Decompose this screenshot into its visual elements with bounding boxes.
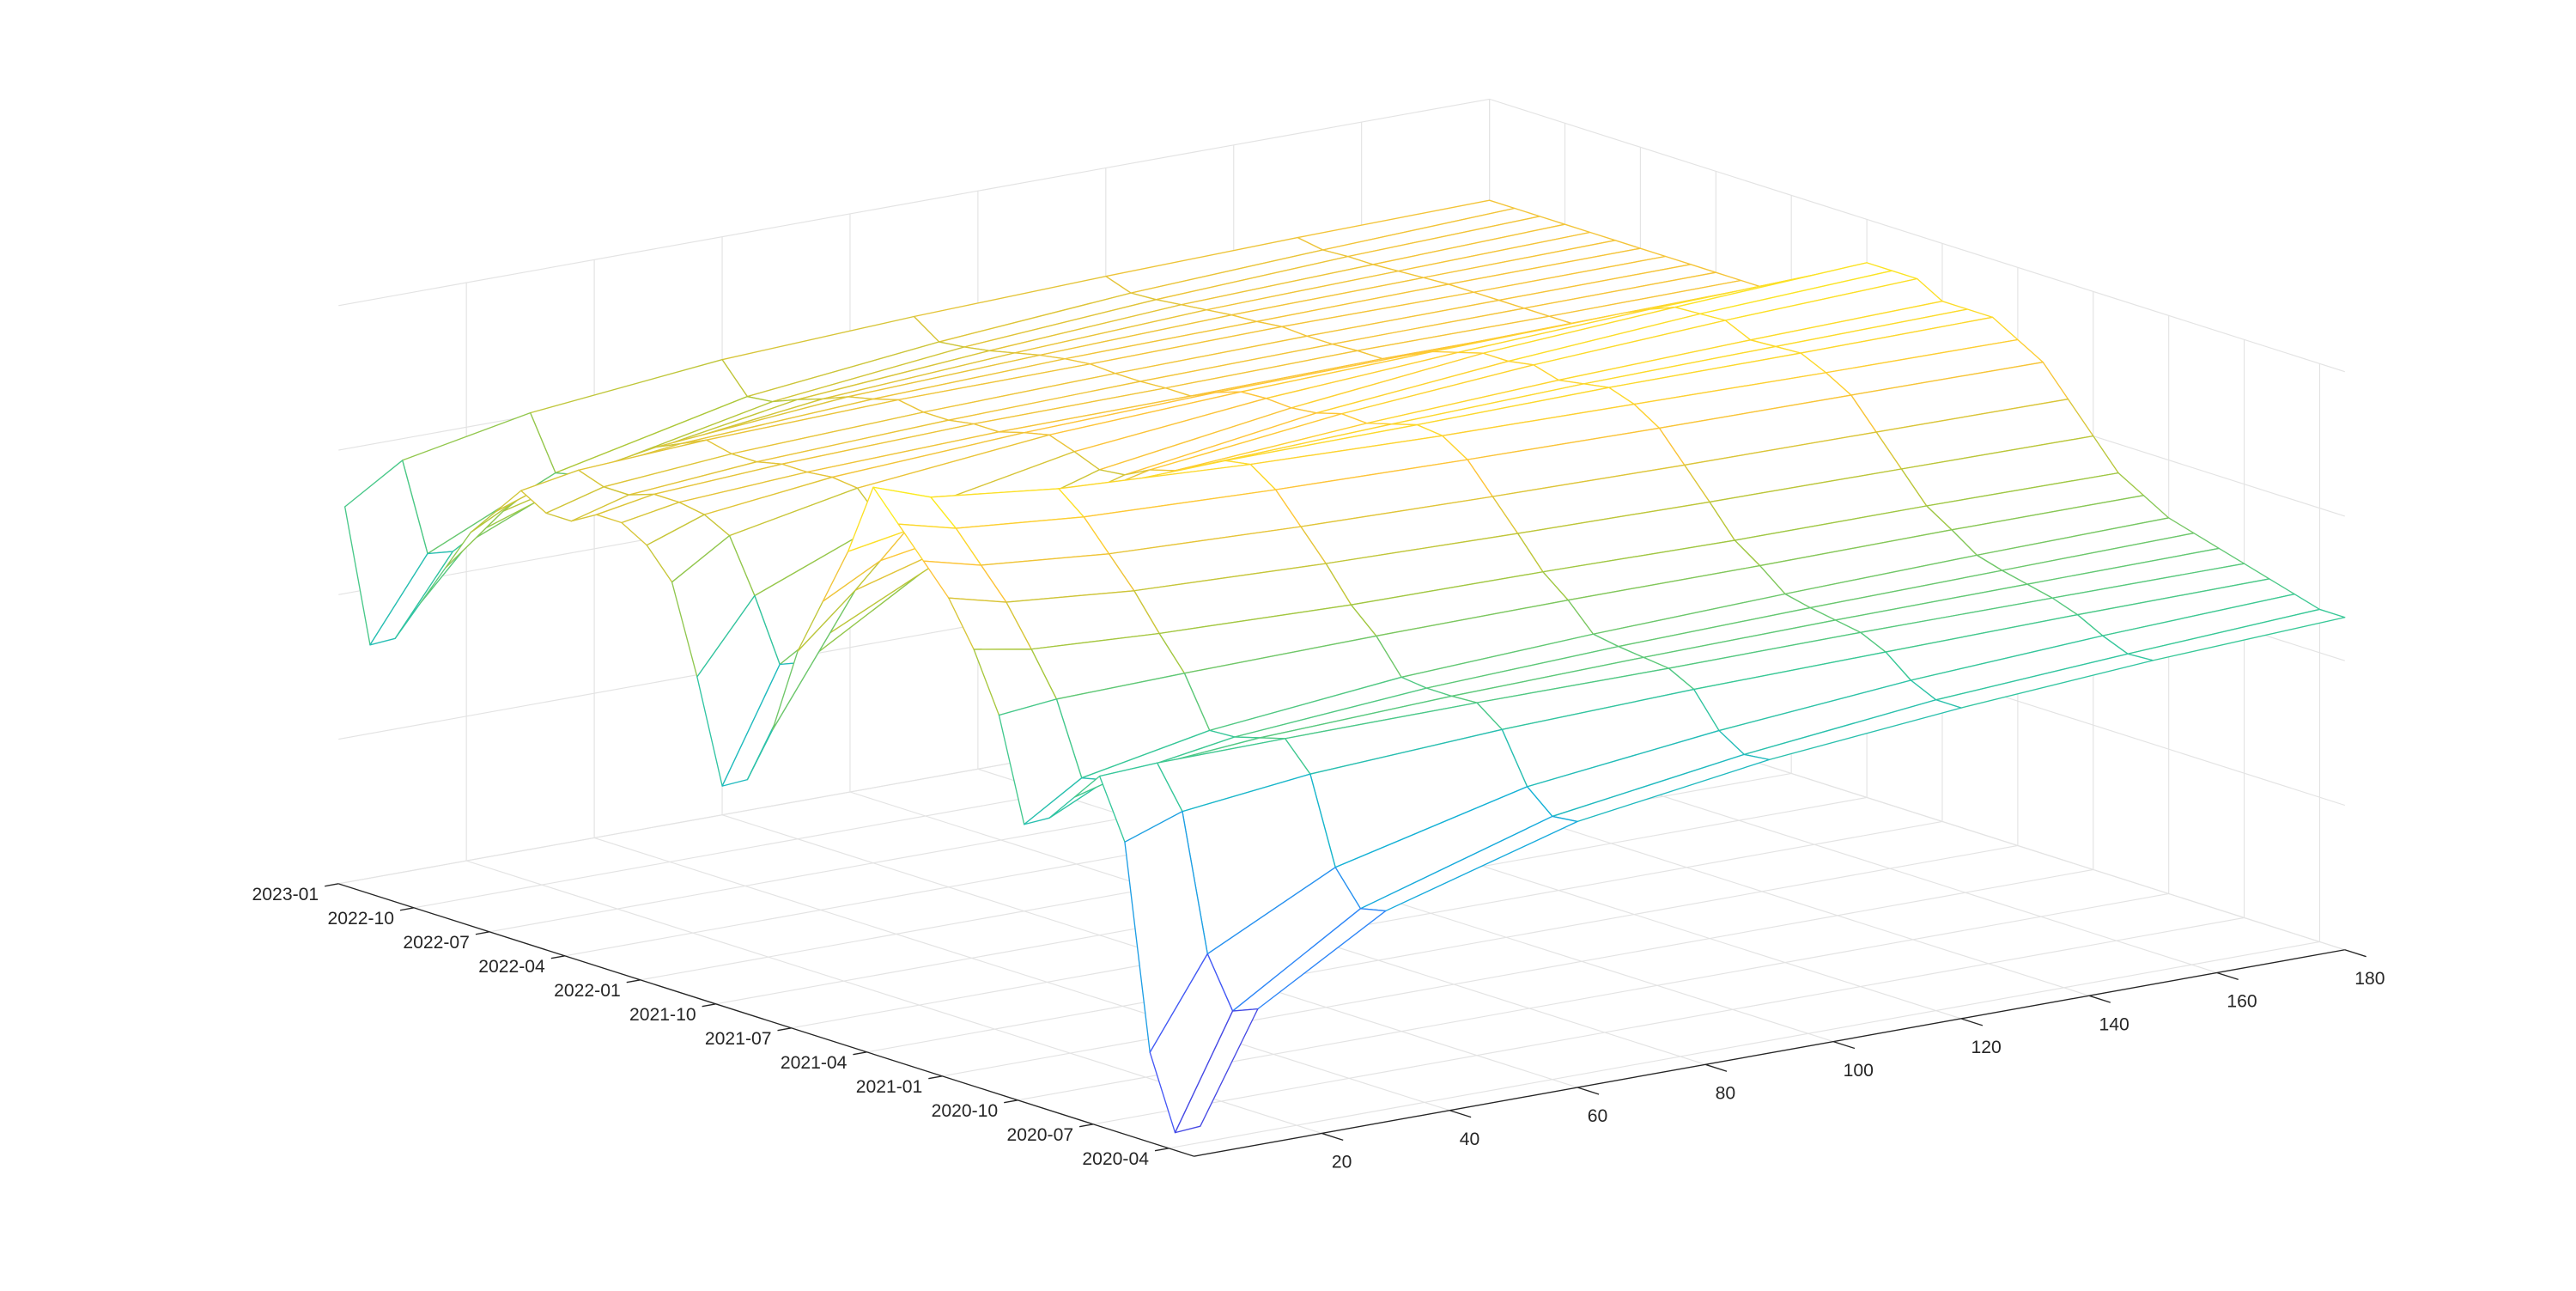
- mesh-cell: [1174, 1008, 1259, 1134]
- x-tick: [1321, 1132, 1344, 1142]
- y-tick-label: 2022-07: [403, 933, 470, 953]
- y-tick: [777, 1027, 792, 1032]
- x-tick-label: 180: [2354, 969, 2385, 989]
- y-tick-label: 2021-10: [629, 1005, 696, 1025]
- x-tick-label: 60: [1588, 1106, 1608, 1126]
- floor-grid-line: [1093, 916, 2245, 1125]
- y-tick: [626, 979, 641, 983]
- y-tick-label: 2022-04: [478, 957, 545, 977]
- x-tick: [2216, 971, 2239, 981]
- x-tick-label: 120: [1971, 1038, 2002, 1057]
- y-tick-label: 2022-10: [327, 909, 394, 929]
- y-tick: [702, 1003, 716, 1008]
- x-tick-label: 40: [1460, 1130, 1480, 1149]
- floor-grid-line: [866, 844, 2018, 1053]
- y-tick-label: 2021-04: [781, 1053, 848, 1073]
- floor-grid-line: [593, 837, 1450, 1111]
- y-tick: [475, 931, 490, 935]
- y-tick-label: 2023-01: [252, 885, 319, 904]
- y-tick-label: 2021-01: [856, 1077, 923, 1097]
- x-tick: [1832, 1040, 1856, 1050]
- y-tick: [399, 907, 415, 911]
- y-tick-label: 2020-04: [1082, 1149, 1149, 1169]
- wall-grid-line: [338, 98, 1490, 307]
- y-tick-label: 2022-01: [554, 981, 621, 1001]
- x-tick-label: 20: [1332, 1153, 1352, 1172]
- x-tick: [1449, 1110, 1472, 1118]
- y-tick: [1078, 1124, 1094, 1128]
- x-tick: [2344, 949, 2366, 958]
- x-tick: [1704, 1063, 1728, 1072]
- floor-grid-line: [942, 868, 2093, 1077]
- floor-grid-line: [1168, 941, 2320, 1149]
- x-tick-label: 100: [1844, 1061, 1874, 1081]
- y-tick-label: 2020-07: [1007, 1125, 1074, 1145]
- x-tick: [1577, 1087, 1600, 1095]
- y-tick: [550, 955, 566, 959]
- y-tick: [928, 1075, 943, 1080]
- y-tick: [1154, 1148, 1170, 1152]
- y-axis-line: [338, 883, 1194, 1157]
- x-tick-label: 80: [1716, 1084, 1736, 1104]
- x-tick: [1960, 1018, 1984, 1026]
- wall-grid-line: [1489, 98, 2345, 373]
- y-tick: [853, 1051, 867, 1056]
- y-tick-label: 2020-10: [932, 1101, 999, 1121]
- y-tick: [325, 883, 339, 887]
- x-tick-label: 160: [2227, 992, 2257, 1012]
- x-tick-label: 140: [2099, 1014, 2129, 1034]
- y-tick-label: 2021-07: [705, 1029, 772, 1049]
- x-axis-line: [1194, 949, 2345, 1157]
- x-tick: [2088, 995, 2111, 1003]
- y-tick: [1004, 1099, 1018, 1104]
